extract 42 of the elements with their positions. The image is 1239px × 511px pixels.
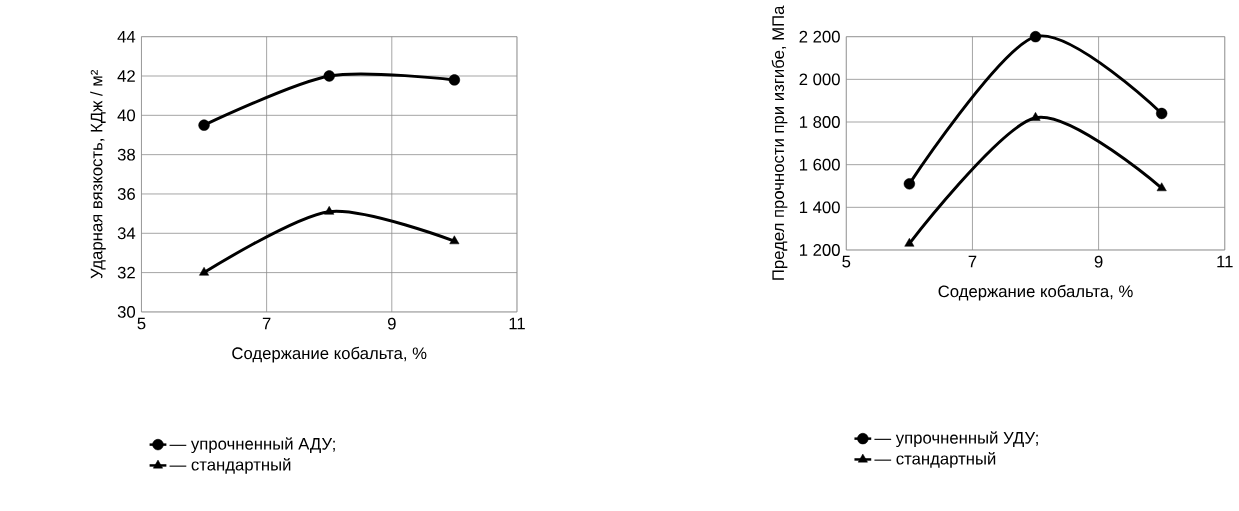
x-tick-label: 5 — [842, 256, 851, 268]
x-tick-label: 9 — [387, 317, 396, 330]
point — [198, 119, 210, 132]
x-tick-label: 7 — [968, 256, 977, 268]
point — [199, 267, 209, 276]
y-tick-label: 40 — [117, 109, 136, 122]
x-tick-label: 11 — [509, 317, 525, 330]
point — [1029, 31, 1042, 43]
point — [449, 235, 460, 245]
y-tick-label: 2 000 — [799, 73, 840, 86]
legend-label: — стандартный — [169, 458, 291, 475]
y-tick-label: 2 200 — [799, 31, 840, 43]
point — [904, 238, 915, 247]
point — [323, 70, 335, 82]
point — [1156, 108, 1168, 120]
point — [1030, 112, 1041, 121]
x-tick-label: 7 — [262, 317, 271, 330]
legend-label: — упрочненный АДУ; — [169, 437, 335, 454]
point — [448, 74, 461, 86]
y-tick-label: 42 — [117, 70, 135, 83]
y-tick-label: 44 — [117, 31, 136, 43]
x-tick-label: 11 — [1217, 256, 1233, 268]
y-tick-label: 1 600 — [799, 159, 840, 171]
y-axis-title: Предел прочности при изгибе, МПа — [771, 5, 788, 281]
y-tick-label: 30 — [117, 306, 136, 319]
point — [903, 178, 916, 190]
y-tick-label: 1 800 — [799, 116, 840, 129]
y-tick-label: 38 — [117, 148, 135, 161]
point — [1156, 182, 1167, 192]
x-tick-label: 9 — [1094, 256, 1103, 268]
x-axis-title: Содержание кобальта, % — [232, 347, 427, 363]
legend-label: — упрочненный УДУ; — [874, 431, 1038, 448]
y-tick-label: 32 — [117, 266, 135, 279]
x-tick-label: 5 — [137, 317, 146, 330]
point — [324, 206, 335, 215]
legend-label: — стандартный — [874, 452, 996, 469]
y-tick-label: 1 200 — [799, 244, 840, 257]
x-axis-title: Содержание кобальта, % — [938, 285, 1133, 301]
y-tick-label: 1 400 — [799, 201, 840, 214]
y-tick-label: 34 — [117, 227, 136, 240]
y-tick-label: 36 — [117, 188, 135, 201]
y-axis-title: Ударная вязкость, КДж / м² — [90, 70, 106, 279]
